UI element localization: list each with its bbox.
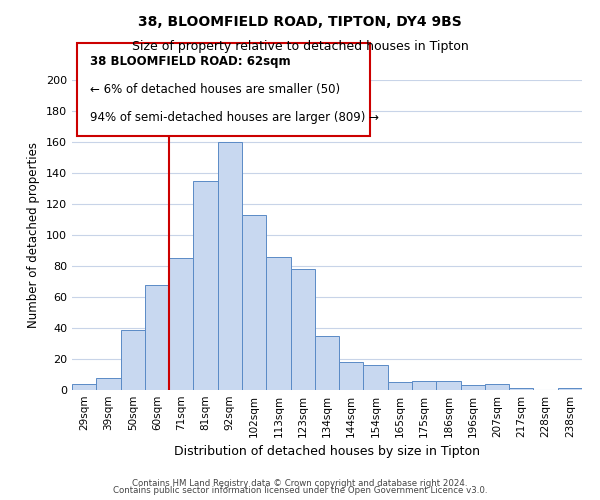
Bar xyxy=(412,380,436,390)
FancyBboxPatch shape xyxy=(77,43,370,136)
Bar xyxy=(339,362,364,390)
Bar xyxy=(290,269,315,390)
Text: 38 BLOOMFIELD ROAD: 62sqm: 38 BLOOMFIELD ROAD: 62sqm xyxy=(90,55,290,68)
Text: Contains public sector information licensed under the Open Government Licence v3: Contains public sector information licen… xyxy=(113,486,487,495)
Bar xyxy=(509,388,533,390)
Bar xyxy=(266,256,290,390)
X-axis label: Distribution of detached houses by size in Tipton: Distribution of detached houses by size … xyxy=(174,446,480,458)
Text: Size of property relative to detached houses in Tipton: Size of property relative to detached ho… xyxy=(131,40,469,53)
Bar xyxy=(145,284,169,390)
Bar xyxy=(72,384,96,390)
Bar xyxy=(558,388,582,390)
Bar xyxy=(461,386,485,390)
Text: ← 6% of detached houses are smaller (50): ← 6% of detached houses are smaller (50) xyxy=(90,83,340,96)
Bar xyxy=(364,365,388,390)
Text: Contains HM Land Registry data © Crown copyright and database right 2024.: Contains HM Land Registry data © Crown c… xyxy=(132,478,468,488)
Bar xyxy=(315,336,339,390)
Bar xyxy=(193,180,218,390)
Bar xyxy=(218,142,242,390)
Bar xyxy=(388,382,412,390)
Text: 94% of semi-detached houses are larger (809) →: 94% of semi-detached houses are larger (… xyxy=(90,111,379,124)
Bar xyxy=(96,378,121,390)
Bar xyxy=(121,330,145,390)
Text: 38, BLOOMFIELD ROAD, TIPTON, DY4 9BS: 38, BLOOMFIELD ROAD, TIPTON, DY4 9BS xyxy=(138,15,462,29)
Bar xyxy=(485,384,509,390)
Y-axis label: Number of detached properties: Number of detached properties xyxy=(28,142,40,328)
Bar xyxy=(436,380,461,390)
Bar xyxy=(242,215,266,390)
Bar xyxy=(169,258,193,390)
